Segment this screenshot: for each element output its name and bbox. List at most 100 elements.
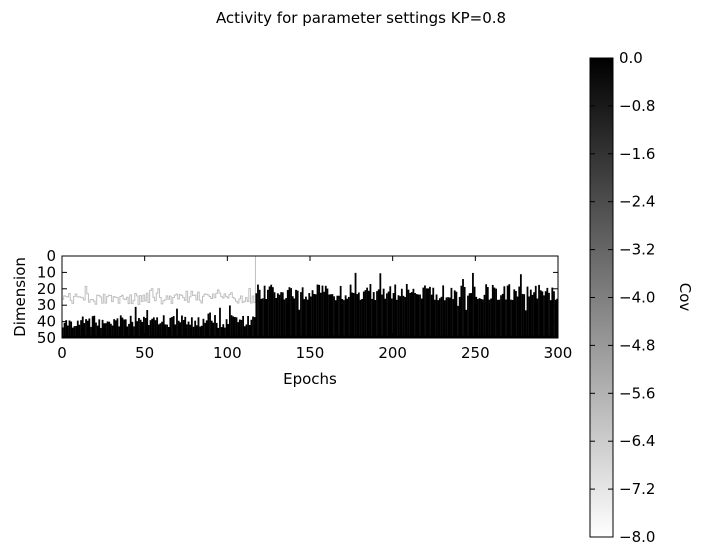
heatmap-column	[118, 326, 121, 338]
heatmap-column	[257, 284, 259, 338]
heatmap-column	[247, 315, 249, 338]
heatmap-column	[248, 325, 251, 338]
heatmap-column	[68, 320, 71, 338]
heatmap-column	[356, 294, 359, 338]
x-axis-label: Epochs	[283, 370, 337, 388]
heatmap-column	[534, 285, 537, 338]
x-tick-label: 50	[135, 344, 154, 362]
heatmap-column	[156, 317, 159, 338]
heatmap-column	[435, 294, 438, 338]
heatmap-column	[386, 293, 388, 338]
heatmap-column	[470, 293, 473, 338]
colorbar-tick-label: −3.2	[619, 241, 655, 259]
heatmap-column	[275, 297, 278, 338]
heatmap-column	[316, 284, 319, 338]
heatmap-column	[291, 296, 294, 338]
heatmap-column	[372, 292, 375, 338]
heatmap-column	[162, 315, 165, 338]
heatmap-column	[381, 294, 383, 338]
heatmap-column	[483, 294, 486, 338]
heatmap-column	[186, 324, 188, 338]
heatmap-column	[286, 290, 289, 338]
colorbar-tick-label: −1.6	[619, 145, 655, 163]
heatmap-column	[108, 321, 111, 338]
heatmap-column	[443, 300, 446, 338]
heatmap-column	[382, 288, 385, 338]
heatmap-column	[508, 284, 511, 338]
heatmap-column	[476, 299, 479, 338]
heatmap-column	[260, 298, 263, 338]
heatmap-column	[318, 284, 321, 338]
heatmap-column	[323, 291, 326, 338]
heatmap-column	[313, 294, 316, 338]
heatmap-column	[262, 298, 264, 338]
heatmap-column	[131, 321, 134, 338]
heatmap-column	[321, 285, 324, 338]
x-tick-label: 200	[378, 344, 407, 362]
heatmap-column	[212, 322, 215, 338]
heatmap-column	[475, 296, 478, 338]
heatmap-column	[238, 319, 241, 338]
heatmap-column	[296, 290, 299, 338]
heatmap-column	[190, 317, 193, 338]
heatmap-column	[334, 300, 337, 338]
heatmap-column	[404, 297, 407, 338]
heatmap-column	[328, 294, 330, 338]
heatmap-column	[124, 319, 127, 338]
heatmap-column	[174, 324, 177, 338]
heatmap-column	[276, 293, 279, 338]
heatmap-column	[189, 324, 192, 338]
heatmap-column	[210, 320, 213, 338]
heatmap-column	[147, 325, 150, 338]
heatmap-column	[384, 298, 387, 338]
heatmap-column	[468, 293, 471, 338]
heatmap-column	[83, 323, 86, 338]
heatmap-column	[501, 293, 504, 338]
heatmap-column	[91, 316, 94, 338]
heatmap-column	[374, 300, 377, 338]
colorbar-tick-label: −5.6	[619, 384, 655, 402]
heatmap-column	[503, 286, 506, 338]
heatmap-column	[157, 324, 160, 338]
heatmap-column	[498, 299, 501, 338]
heatmap-column	[73, 326, 76, 338]
heatmap-column	[305, 296, 307, 338]
heatmap-column	[541, 291, 544, 338]
heatmap-column	[63, 322, 66, 338]
heatmap-column	[480, 298, 483, 338]
heatmap-column	[528, 296, 531, 338]
heatmap-column	[311, 290, 314, 338]
heatmap-column	[113, 319, 116, 338]
heatmap-column	[346, 298, 349, 338]
heatmap-column	[319, 292, 322, 338]
heatmap-column	[129, 315, 132, 338]
heatmap-column	[324, 285, 327, 338]
heatmap-column	[553, 291, 555, 338]
heatmap-column	[71, 327, 74, 338]
heatmap-column	[215, 322, 218, 338]
heatmap-column	[90, 326, 92, 338]
heatmap-column	[128, 323, 130, 338]
heatmap-column	[400, 288, 403, 338]
heatmap-column	[283, 299, 286, 338]
heatmap-column	[116, 318, 119, 338]
heatmap-column	[146, 310, 149, 338]
heatmap-column	[513, 289, 516, 338]
heatmap-column	[177, 320, 180, 338]
heatmap-column	[493, 287, 496, 338]
x-tick-label: 250	[461, 344, 490, 362]
colorbar-tick-label: −8.0	[619, 528, 655, 546]
heatmap-column	[271, 287, 274, 338]
heatmap-column	[161, 321, 163, 338]
heatmap-column	[366, 287, 369, 338]
heatmap-column	[352, 293, 355, 338]
heatmap-column	[109, 323, 112, 338]
y-tick-label: 30	[37, 296, 56, 314]
heatmap-column	[159, 323, 162, 338]
heatmap-column	[397, 295, 400, 338]
heatmap-column	[391, 298, 393, 338]
heatmap-column	[447, 297, 450, 338]
heatmap-column	[75, 325, 78, 338]
heatmap-column	[515, 290, 517, 338]
